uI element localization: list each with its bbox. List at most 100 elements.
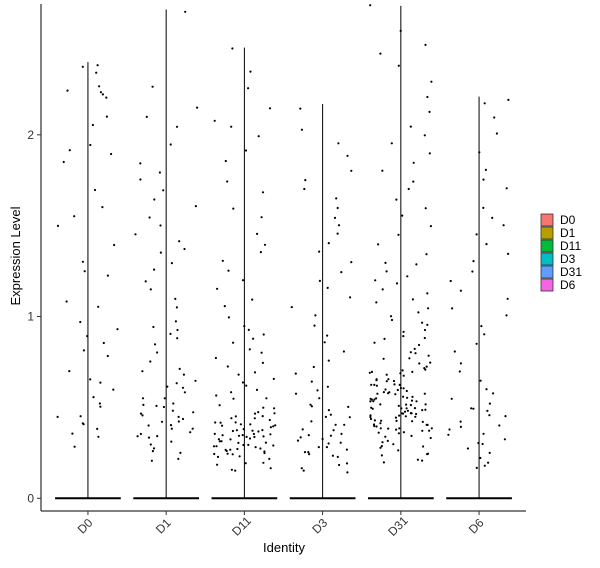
point-D6 bbox=[475, 233, 478, 236]
point-D31 bbox=[414, 352, 417, 355]
point-D0 bbox=[83, 270, 86, 273]
point-D6 bbox=[479, 379, 482, 382]
point-D6 bbox=[478, 151, 481, 154]
point-D31 bbox=[379, 446, 382, 449]
point-D6 bbox=[487, 461, 490, 464]
point-D11 bbox=[261, 361, 264, 364]
point-D0 bbox=[71, 432, 74, 435]
point-D11 bbox=[249, 423, 252, 426]
point-D11 bbox=[248, 348, 251, 351]
legend-swatch-D0 bbox=[540, 213, 554, 227]
point-D11 bbox=[262, 435, 265, 438]
point-D1 bbox=[182, 373, 185, 376]
point-D1 bbox=[136, 435, 139, 438]
point-D11 bbox=[253, 412, 257, 415]
point-D6 bbox=[475, 342, 478, 345]
legend-label: D0 bbox=[560, 213, 576, 227]
point-D11 bbox=[245, 384, 248, 387]
point-D3 bbox=[327, 359, 330, 362]
point-D31 bbox=[368, 371, 371, 374]
point-D31 bbox=[382, 391, 385, 394]
point-D11 bbox=[229, 448, 232, 451]
point-D31 bbox=[379, 427, 382, 430]
point-D11 bbox=[215, 394, 218, 397]
point-D11 bbox=[251, 298, 254, 301]
point-D31 bbox=[386, 439, 389, 442]
point-D11 bbox=[253, 417, 256, 420]
point-D0 bbox=[112, 388, 115, 391]
point-D1 bbox=[178, 367, 181, 370]
point-D11 bbox=[226, 452, 229, 455]
point-D31 bbox=[421, 409, 424, 412]
point-D31 bbox=[394, 416, 397, 419]
point-D31 bbox=[421, 420, 424, 423]
point-D31 bbox=[406, 275, 409, 278]
point-D3 bbox=[310, 405, 313, 408]
point-D3 bbox=[334, 423, 337, 426]
point-D3 bbox=[350, 169, 353, 172]
point-D3 bbox=[321, 437, 324, 441]
point-D11 bbox=[253, 435, 256, 439]
point-D6 bbox=[471, 270, 474, 273]
point-D0 bbox=[106, 354, 109, 358]
point-D11 bbox=[224, 159, 227, 163]
point-D31 bbox=[426, 292, 429, 295]
point-D3 bbox=[336, 455, 339, 458]
point-D3 bbox=[329, 434, 332, 437]
point-D3 bbox=[300, 467, 303, 470]
x-tick-label: D0 bbox=[75, 516, 96, 537]
point-D11 bbox=[231, 453, 234, 456]
point-D1 bbox=[176, 337, 179, 340]
point-D11 bbox=[262, 406, 265, 409]
point-D31 bbox=[371, 407, 374, 410]
point-D31 bbox=[402, 374, 405, 377]
point-D31 bbox=[409, 403, 412, 407]
point-D11 bbox=[261, 415, 264, 418]
point-D11 bbox=[230, 417, 233, 420]
point-D3 bbox=[318, 397, 321, 400]
point-D6 bbox=[488, 414, 491, 417]
point-D1 bbox=[163, 397, 166, 400]
point-D3 bbox=[345, 462, 349, 465]
point-D0 bbox=[99, 381, 102, 384]
point-D31 bbox=[402, 395, 405, 398]
point-D31 bbox=[406, 409, 409, 412]
point-D11 bbox=[212, 445, 216, 448]
point-D1 bbox=[177, 457, 180, 460]
point-D1 bbox=[194, 379, 197, 382]
point-D11 bbox=[218, 404, 221, 407]
legend-swatch-D6 bbox=[540, 278, 554, 292]
point-D3 bbox=[294, 372, 297, 375]
point-D31 bbox=[369, 4, 372, 7]
point-D11 bbox=[269, 426, 272, 429]
point-D1 bbox=[178, 240, 181, 243]
point-D3 bbox=[300, 128, 303, 131]
point-D31 bbox=[384, 388, 387, 391]
point-D3 bbox=[333, 216, 337, 219]
point-D11 bbox=[232, 341, 235, 344]
x-tick-label: D1 bbox=[153, 516, 174, 537]
point-D31 bbox=[398, 427, 401, 430]
point-D11 bbox=[241, 381, 244, 384]
point-D31 bbox=[373, 398, 376, 401]
point-D6 bbox=[472, 260, 475, 263]
point-D31 bbox=[398, 383, 401, 386]
point-D31 bbox=[394, 393, 397, 396]
point-D11 bbox=[261, 191, 265, 194]
point-D1 bbox=[179, 451, 182, 454]
point-D31 bbox=[426, 95, 429, 99]
point-D1 bbox=[152, 447, 156, 450]
point-D6 bbox=[504, 415, 507, 418]
legend-label: D6 bbox=[560, 278, 576, 292]
point-D11 bbox=[259, 251, 262, 254]
point-D3 bbox=[313, 324, 316, 327]
point-D11 bbox=[214, 421, 217, 424]
point-D11 bbox=[243, 325, 246, 328]
point-D31 bbox=[423, 336, 426, 340]
point-D1 bbox=[147, 436, 151, 439]
point-D3 bbox=[294, 392, 298, 395]
point-D11 bbox=[223, 305, 226, 308]
point-D11 bbox=[268, 457, 271, 460]
point-D31 bbox=[380, 419, 383, 422]
point-D1 bbox=[172, 402, 175, 405]
